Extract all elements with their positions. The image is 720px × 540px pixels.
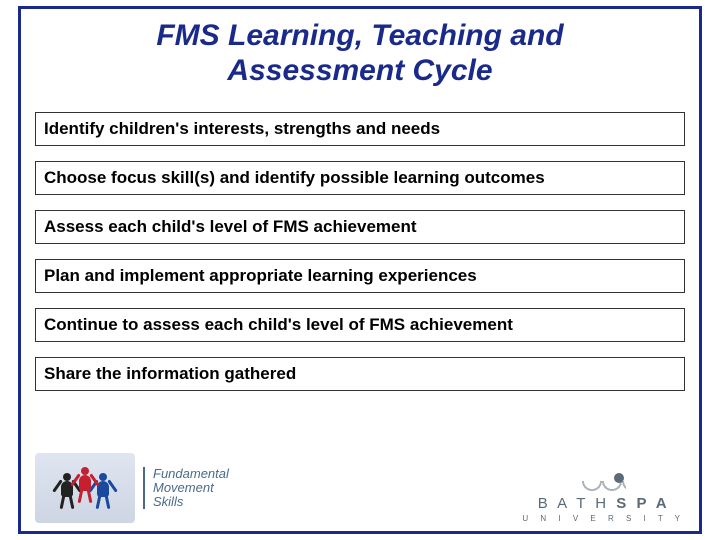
fms-text-line: Skills [153, 495, 229, 509]
step-text: Identify children's interests, strengths… [44, 119, 440, 138]
fms-logo-group: Fundamental Movement Skills [35, 453, 229, 523]
step-box: Identify children's interests, strengths… [35, 112, 685, 146]
fms-figures-icon [35, 453, 135, 523]
step-text: Choose focus skill(s) and identify possi… [44, 168, 545, 187]
step-text: Plan and implement appropriate learning … [44, 266, 477, 285]
bathspa-sub: U N I V E R S I T Y [522, 514, 685, 523]
step-text: Share the information gathered [44, 364, 296, 383]
step-text: Continue to assess each child's level of… [44, 315, 513, 334]
footer-logos: Fundamental Movement Skills B A T H S P … [35, 449, 685, 523]
wave-icon [582, 473, 626, 493]
fms-text-line: Fundamental [153, 467, 229, 481]
steps-container: Identify children's interests, strengths… [21, 94, 699, 391]
fms-text-line: Movement [153, 481, 229, 495]
fms-logo-text: Fundamental Movement Skills [143, 467, 229, 510]
step-text: Assess each child's level of FMS achieve… [44, 217, 417, 236]
step-box: Assess each child's level of FMS achieve… [35, 210, 685, 244]
step-box: Plan and implement appropriate learning … [35, 259, 685, 293]
slide-title: FMS Learning, Teaching and Assessment Cy… [21, 9, 699, 94]
bathspa-brand: B A T H S P A [538, 495, 670, 512]
step-box: Continue to assess each child's level of… [35, 308, 685, 342]
slide-frame: FMS Learning, Teaching and Assessment Cy… [18, 6, 702, 534]
bathspa-logo: B A T H S P A U N I V E R S I T Y [522, 473, 685, 523]
step-box: Share the information gathered [35, 357, 685, 391]
title-line-2: Assessment Cycle [227, 54, 492, 87]
title-line-1: FMS Learning, Teaching and [156, 19, 563, 52]
step-box: Choose focus skill(s) and identify possi… [35, 161, 685, 195]
